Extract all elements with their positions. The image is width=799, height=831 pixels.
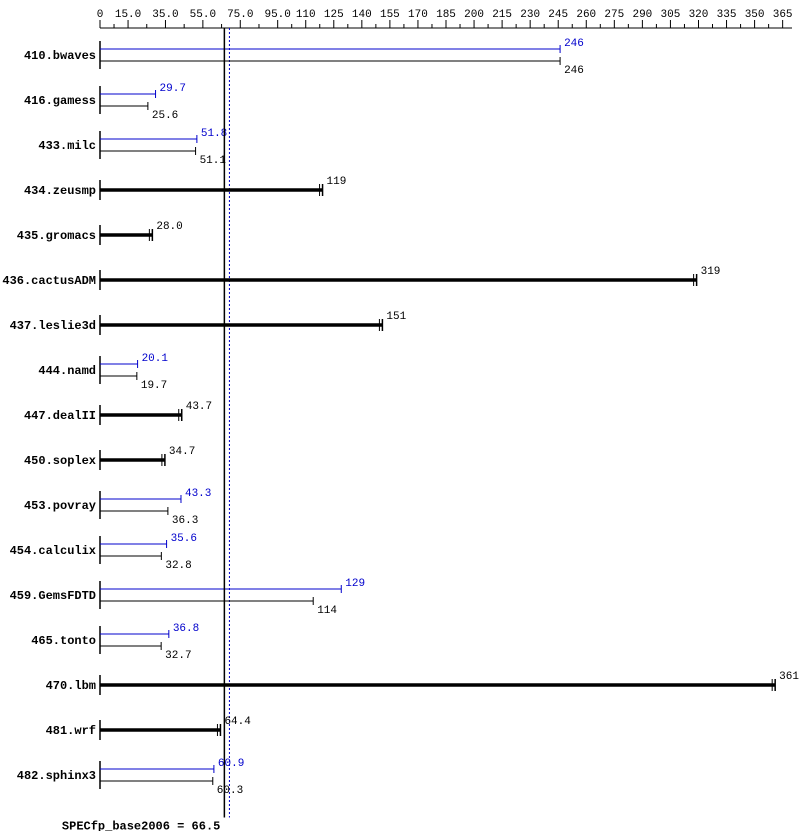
tick-label: 260 [576, 9, 596, 21]
benchmark-label: 482.sphinx3 [17, 769, 96, 783]
base-value: 28.0 [156, 221, 182, 233]
base-value: 32.8 [165, 560, 191, 572]
tick-label: 275 [604, 9, 624, 21]
peak-value: 20.1 [142, 353, 169, 365]
tick-label: 125 [324, 9, 344, 21]
peak-value: 36.8 [173, 623, 199, 635]
base-value: 34.7 [169, 446, 195, 458]
peak-value: 35.6 [171, 533, 197, 545]
base-value: 36.3 [172, 515, 198, 527]
benchmark-label: 454.calculix [10, 544, 96, 558]
tick-label: 185 [436, 9, 456, 21]
benchmark-label: 465.tonto [31, 634, 96, 648]
base-value: 246 [564, 65, 584, 77]
benchmark-label: 433.milc [38, 139, 96, 153]
tick-label: 215 [492, 9, 512, 21]
tick-label: 75.0 [227, 9, 253, 21]
peak-value: 29.7 [160, 83, 186, 95]
tick-label: 140 [352, 9, 372, 21]
tick-label: 15.0 [115, 9, 141, 21]
tick-label: 35.0 [152, 9, 178, 21]
spec-chart: 0 15.0 35.0 55.0 75.0 95.0 110 125 140 155 170 185 2… [0, 0, 799, 831]
benchmark-label: 470.lbm [46, 679, 96, 693]
base-value: 60.3 [217, 785, 243, 797]
tick-label: 320 [689, 9, 709, 21]
benchmark-label: 434.zeusmp [24, 184, 96, 198]
benchmark-label: 436.cactusADM [2, 274, 96, 288]
tick-label: 350 [745, 9, 765, 21]
benchmark-label: 453.povray [24, 499, 96, 513]
benchmark-label: 450.soplex [24, 454, 96, 468]
base-value: 114 [317, 605, 337, 617]
tick-label: 55.0 [190, 9, 216, 21]
tick-label: 305 [661, 9, 681, 21]
base-value: 19.7 [141, 380, 167, 392]
tick-label: 245 [548, 9, 568, 21]
tick-label: 170 [408, 9, 428, 21]
benchmark-label: 437.leslie3d [10, 319, 96, 333]
tick-label: 0 [97, 9, 104, 21]
tick-label: 110 [296, 9, 316, 21]
benchmark-label: 444.namd [38, 364, 96, 378]
base-value: 32.7 [165, 650, 191, 662]
peak-value: 60.9 [218, 758, 244, 770]
benchmark-label: 410.bwaves [24, 49, 96, 63]
base-value: 64.4 [224, 716, 251, 728]
base-value: 361 [779, 671, 799, 683]
base-value: 51.1 [200, 155, 227, 167]
peak-value: 129 [345, 578, 365, 590]
tick-label: 365 [773, 9, 793, 21]
tick-label: 95.0 [264, 9, 290, 21]
tick-label: 230 [520, 9, 540, 21]
base-value: 151 [386, 311, 406, 323]
tick-label: 200 [464, 9, 484, 21]
benchmark-label: 416.gamess [24, 94, 96, 108]
peak-value: 51.8 [201, 128, 227, 140]
base-value: 43.7 [186, 401, 212, 413]
summary-base: SPECfp_base2006 = 66.5 [62, 820, 220, 831]
base-value: 25.6 [152, 110, 178, 122]
chart-container: 0 15.0 35.0 55.0 75.0 95.0 110 125 140 155 170 185 2… [0, 0, 799, 831]
peak-value: 246 [564, 38, 584, 50]
benchmark-label: 447.dealII [24, 409, 96, 423]
peak-value: 43.3 [185, 488, 211, 500]
tick-label: 290 [632, 9, 652, 21]
benchmark-label: 435.gromacs [17, 229, 96, 243]
tick-label: 335 [717, 9, 737, 21]
tick-label: 155 [380, 9, 400, 21]
benchmark-label: 481.wrf [46, 724, 96, 738]
benchmark-label: 459.GemsFDTD [10, 589, 96, 603]
base-value: 319 [701, 266, 721, 278]
base-value: 119 [327, 176, 347, 188]
